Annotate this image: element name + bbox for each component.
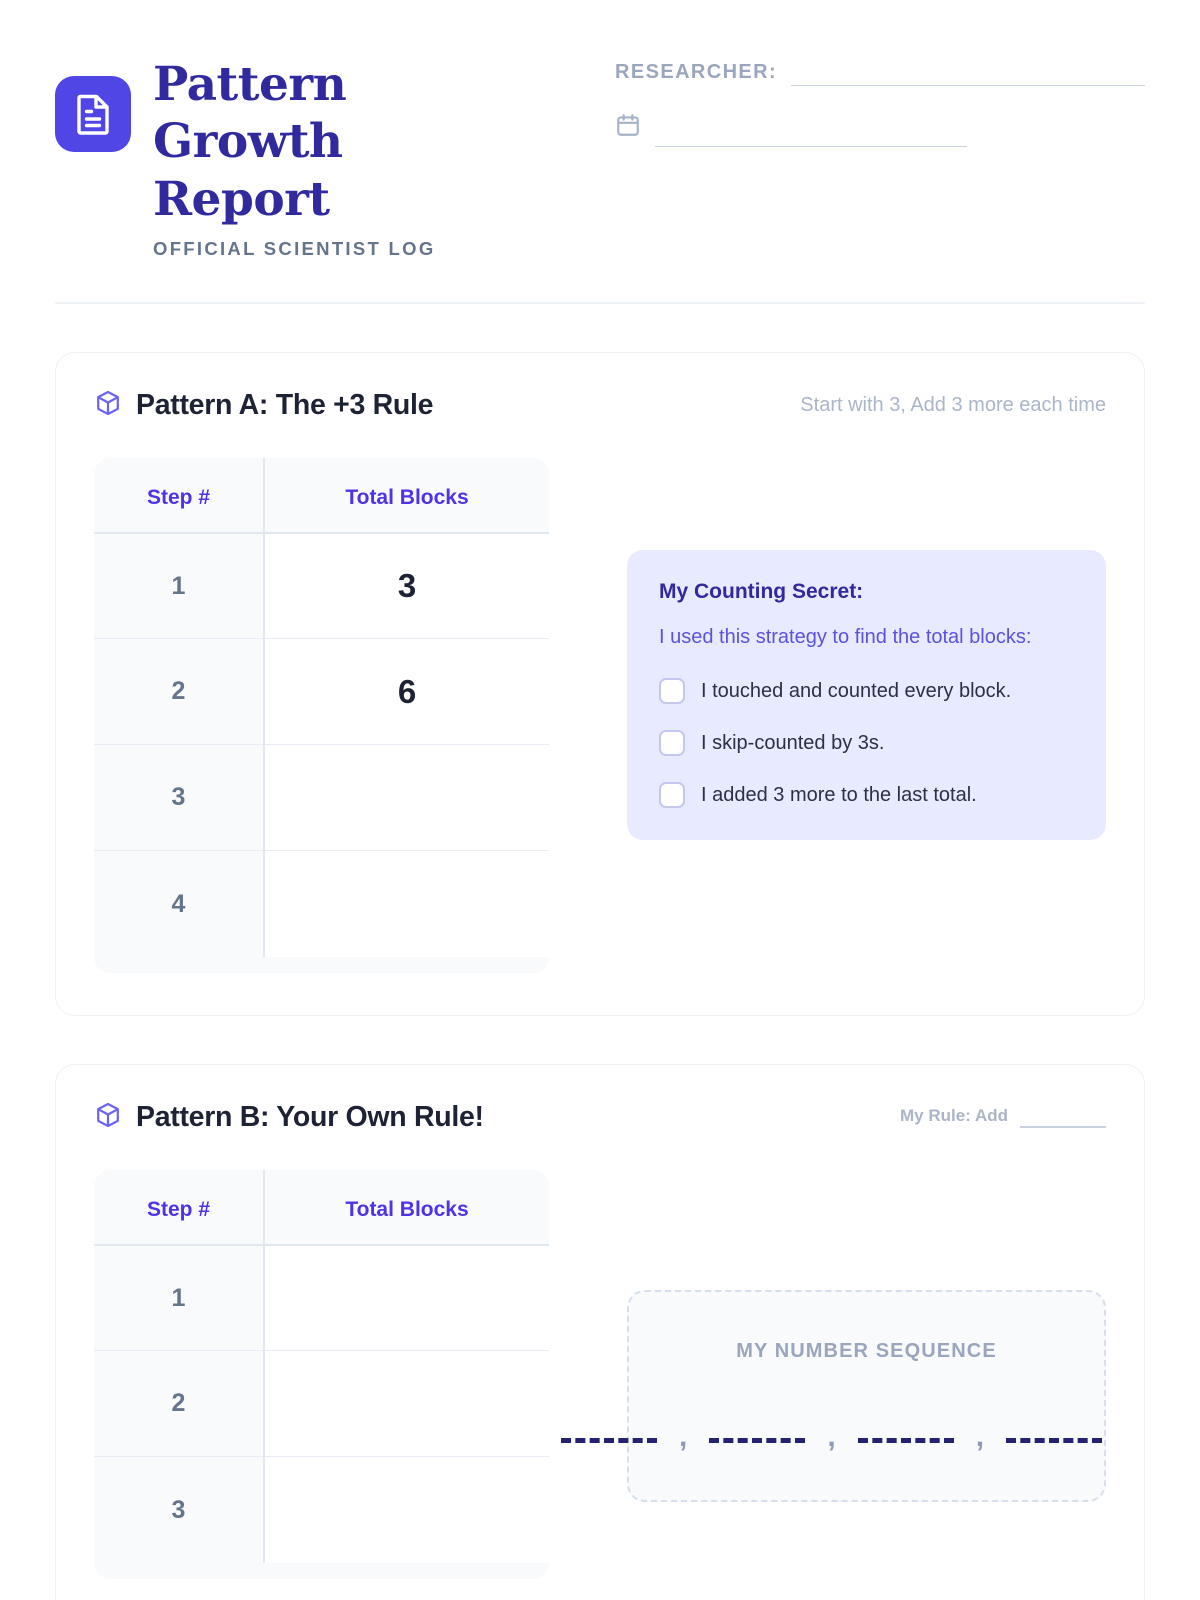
pattern-a-card: Pattern A: The +3 Rule Start with 3, Add… [55,351,1145,1016]
pattern-b-header: Pattern B: Your Own Rule! My Rule: Add [94,1101,1106,1134]
number-sequence-area: MY NUMBER SEQUENCE , , , [561,1289,1106,1502]
step-value: 2 [94,638,264,746]
total-blocks-input[interactable] [263,744,549,852]
step-value: 2 [94,1350,264,1458]
number-sequence-caption: MY NUMBER SEQUENCE [736,1339,997,1362]
sequence-blank-2[interactable] [709,1438,806,1444]
table-row: 1 3 [94,532,549,640]
researcher-input[interactable] [791,60,1145,86]
page-header: Pattern Growth Report OFFICIAL SCIENTIST… [55,0,1145,260]
total-blocks-input[interactable] [263,1456,549,1563]
total-blocks-input[interactable] [263,1244,549,1352]
strategy-option-label: I added 3 more to the last total. [701,783,977,806]
my-rule-field: My Rule: Add [900,1106,1106,1129]
brand-block: Pattern Growth Report OFFICIAL SCIENTIST… [55,48,615,260]
my-rule-label: My Rule: Add [900,1106,1008,1126]
pattern-a-title-wrap: Pattern A: The +3 Rule [94,388,434,422]
table-header-row: Step # Total Blocks [94,1169,549,1246]
total-blocks-input[interactable]: 3 [263,532,549,640]
pattern-a-table-shell: Step # Total Blocks 1 3 2 6 [94,457,549,973]
counting-strategy-panel: My Counting Secret: I used this strategy… [627,549,1106,840]
pattern-a-body: Step # Total Blocks 1 3 2 6 [94,457,1106,973]
strategy-option-1[interactable]: I touched and counted every block. [659,677,1074,704]
page-title: Pattern Growth Report [153,57,347,227]
brand-text: Pattern Growth Report OFFICIAL SCIENTIST… [153,48,523,260]
sequence-separator: , [827,1419,836,1453]
pattern-a-header: Pattern A: The +3 Rule Start with 3, Add… [94,389,1106,422]
table-row: 4 [94,850,549,957]
total-blocks-input[interactable] [263,850,549,957]
pattern-b-title-wrap: Pattern B: Your Own Rule! [94,1101,484,1134]
sequence-blank-4[interactable] [1006,1438,1103,1444]
strategy-intro: I used this strategy to find the total b… [659,625,1032,648]
strategy-option-label: I touched and counted every block. [701,679,1012,702]
cube-icon [94,1101,122,1134]
step-value: 3 [94,744,264,852]
header-divider [55,301,1145,304]
sequence-separator: , [679,1419,688,1453]
checkbox-icon[interactable] [659,729,685,756]
pattern-a-title: Pattern A: The +3 Rule [136,388,434,421]
cube-icon [94,389,122,422]
checkbox-icon[interactable] [659,677,685,704]
strategy-option-2[interactable]: I skip-counted by 3s. [659,729,1074,756]
pattern-a-hint: Start with 3, Add 3 more each time [800,393,1106,416]
column-header-step: Step # [94,457,264,534]
researcher-field-row: RESEARCHER: [615,60,1145,86]
pattern-a-table: Step # Total Blocks 1 3 2 6 [94,457,549,957]
step-value: 1 [94,532,264,640]
table-row: 1 [94,1244,549,1352]
total-blocks-input[interactable] [263,1350,549,1458]
step-value: 3 [171,1495,186,1524]
strategy-title: My Counting Secret: [659,579,864,603]
step-value: 1 [94,1244,264,1352]
table-row: 3 [94,1456,549,1563]
number-sequence-blanks: , , , [561,1421,1200,1456]
table-row: 2 [94,1350,549,1458]
my-rule-input[interactable] [1020,1108,1106,1129]
total-blocks-input[interactable]: 6 [263,638,549,746]
pattern-b-card: Pattern B: Your Own Rule! My Rule: Add S… [55,1063,1145,1600]
page-subtitle: OFFICIAL SCIENTIST LOG [153,237,436,259]
table-row: 3 [94,744,549,852]
document-file-icon [55,76,131,152]
table-row: 2 6 [94,638,549,746]
pattern-b-body: Step # Total Blocks 1 2 [94,1169,1106,1579]
sequence-blank-1[interactable] [561,1438,657,1444]
date-field-row [615,112,1145,147]
sequence-blank-3[interactable] [857,1438,954,1444]
pattern-b-title: Pattern B: Your Own Rule! [136,1100,484,1133]
table-header-row: Step # Total Blocks [94,457,549,534]
date-input[interactable] [655,121,967,147]
calendar-icon [615,112,641,147]
strategy-option-label: I skip-counted by 3s. [701,731,885,754]
checkbox-icon[interactable] [659,781,685,808]
step-value: 4 [171,889,186,918]
pattern-b-table: Step # Total Blocks 1 2 [94,1169,549,1563]
pattern-b-table-shell: Step # Total Blocks 1 2 [94,1169,549,1579]
researcher-label: RESEARCHER: [615,61,778,83]
meta-fields: RESEARCHER: [615,48,1145,147]
sequence-separator: , [975,1419,985,1453]
column-header-step: Step # [94,1169,264,1246]
number-sequence-box: MY NUMBER SEQUENCE [627,1289,1106,1502]
column-header-total: Total Blocks [263,457,549,534]
column-header-total: Total Blocks [263,1169,549,1246]
strategy-option-3[interactable]: I added 3 more to the last total. [659,781,1074,808]
